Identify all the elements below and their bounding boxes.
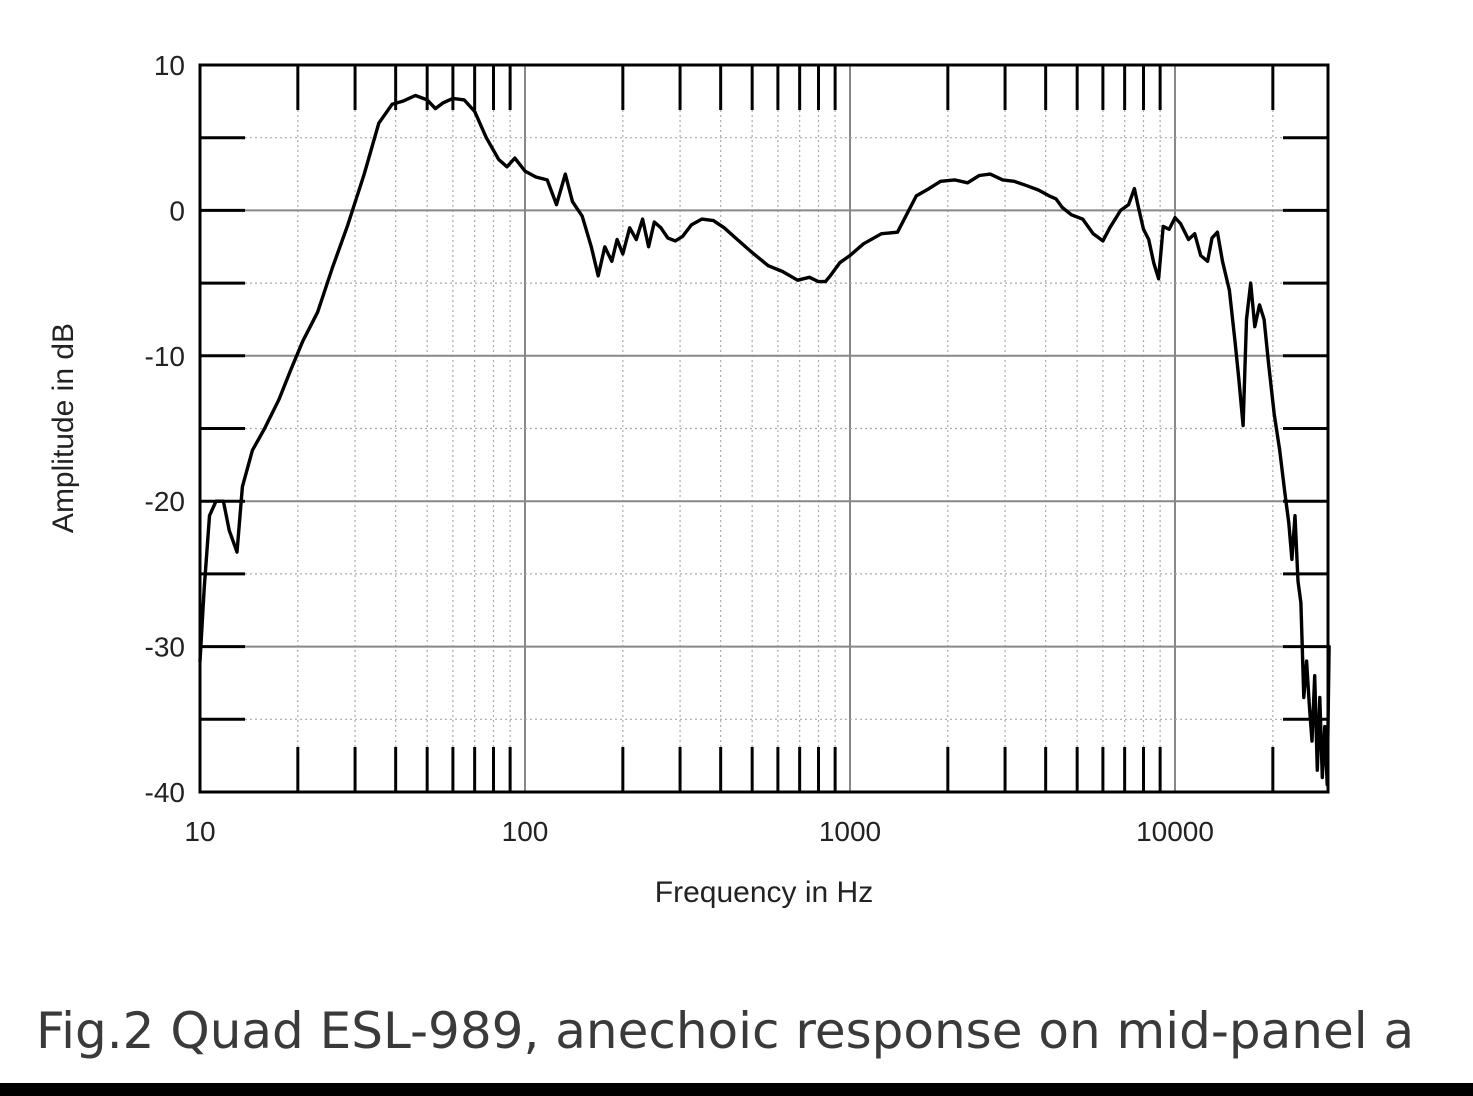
response-curve (198, 93, 1331, 787)
y-tick-label: -40 (145, 777, 185, 808)
y-tick-label: -30 (145, 632, 185, 663)
y-tick-label: -10 (145, 341, 185, 372)
y-tick-label: 0 (169, 195, 185, 226)
x-axis-title: Frequency in Hz (655, 876, 873, 909)
x-tick-label: 1000 (819, 816, 881, 847)
grid (200, 65, 1328, 792)
plot-frame (198, 63, 1330, 794)
plot-background (200, 65, 1328, 792)
x-tick-label: 10000 (1136, 816, 1214, 847)
y-tick-label: 10 (154, 50, 185, 81)
y-axis-title: Amplitude in dB (47, 323, 80, 533)
x-tick-label: 100 (502, 816, 549, 847)
data-layer (198, 93, 1331, 787)
x-tick-label: 10 (184, 816, 215, 847)
bottom-bar (0, 1083, 1473, 1096)
figure-caption: Fig.2 Quad ESL-989, anechoic response on… (36, 1002, 1415, 1060)
y-tick-label: -20 (145, 486, 185, 517)
